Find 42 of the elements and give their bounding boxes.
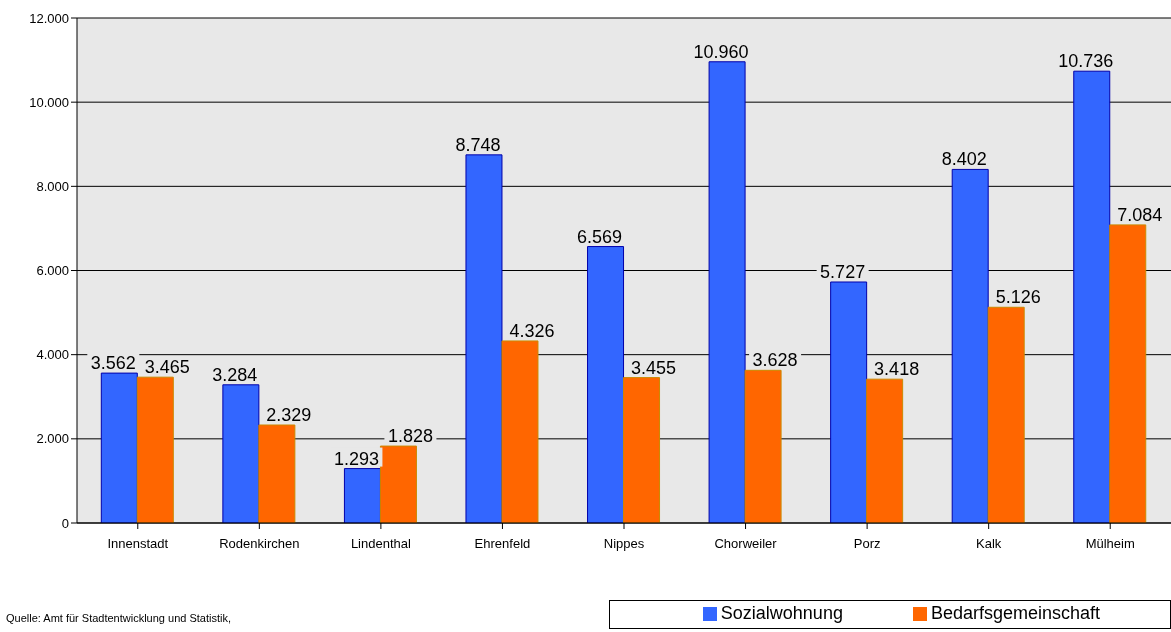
- x-tick-label: Ehrenfeld: [474, 536, 531, 552]
- data-label: 10.736: [1058, 51, 1114, 72]
- x-tick-label: Kalk: [976, 536, 1002, 552]
- source-note: Quelle: Amt für Stadtentwicklung und Statistik,: [6, 612, 232, 624]
- data-label: 5.727: [820, 261, 866, 282]
- x-tick-label: Innenstadt: [107, 536, 169, 552]
- data-label: 1.828: [387, 426, 433, 447]
- data-label: 3.628: [752, 350, 798, 371]
- y-tick-label: 12.000: [29, 10, 69, 26]
- data-label: 1.293: [333, 448, 379, 469]
- y-tick-label: 0: [61, 515, 69, 531]
- legend-label: Sozialwohnung: [720, 603, 843, 623]
- data-label: 5.126: [995, 287, 1041, 308]
- y-tick-label: 2.000: [36, 431, 69, 447]
- data-label: 8.402: [941, 149, 987, 170]
- x-tick-label: Lindenthal: [350, 536, 411, 552]
- bar: [744, 369, 782, 523]
- x-tick-label: Nippes: [603, 536, 645, 552]
- data-label: 3.562: [90, 353, 136, 374]
- data-label: 6.569: [577, 226, 623, 247]
- y-tick-label: 6.000: [36, 263, 69, 279]
- data-label: 3.418: [874, 359, 920, 380]
- bar: [100, 372, 138, 523]
- bar: [343, 468, 381, 523]
- data-label: 7.084: [1117, 204, 1163, 225]
- legend-label: Bedarfsgemeinschaft: [930, 603, 1100, 623]
- x-tick-label: Chorweiler: [714, 536, 778, 552]
- data-label: 3.465: [144, 357, 190, 378]
- data-label: 3.284: [212, 364, 258, 385]
- data-label: 3.455: [631, 357, 677, 378]
- y-tick-label: 8.000: [36, 178, 69, 194]
- x-tick-label: Mülheim: [1085, 536, 1135, 552]
- data-label: 2.329: [266, 404, 312, 425]
- bar: [830, 281, 868, 523]
- data-label: 8.748: [455, 134, 501, 155]
- data-label: 4.326: [509, 320, 555, 341]
- y-tick-label: 4.000: [36, 347, 69, 363]
- data-label: 10.960: [693, 41, 749, 62]
- bar: [379, 445, 417, 523]
- x-tick-label: Porz: [853, 536, 881, 552]
- y-tick-label: 10.000: [29, 94, 69, 110]
- x-tick-label: Rodenkirchen: [219, 536, 300, 552]
